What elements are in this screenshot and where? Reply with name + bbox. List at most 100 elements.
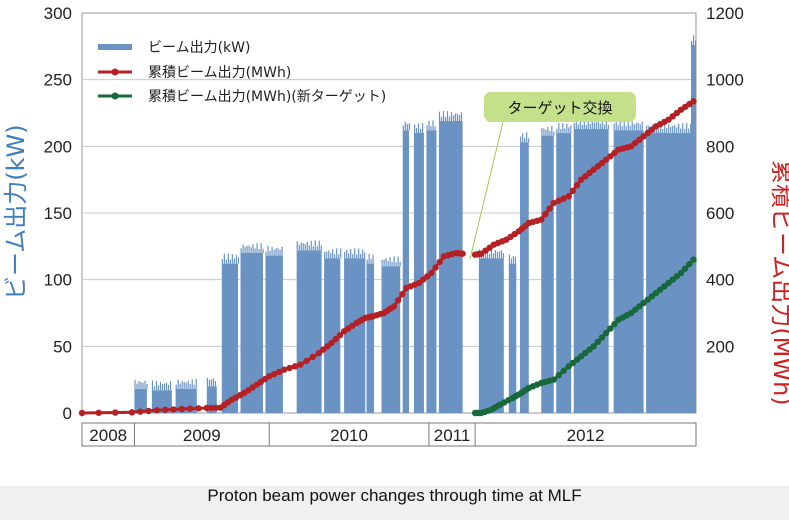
beam-power-spike xyxy=(682,123,684,133)
beam-power-spike xyxy=(568,127,570,133)
beam-power-spike xyxy=(350,248,352,259)
beam-power-spike xyxy=(269,250,271,256)
beam-power-spike xyxy=(633,124,635,131)
beam-power-spike xyxy=(520,136,522,143)
data-point xyxy=(428,269,435,277)
beam-power-spike xyxy=(450,112,453,121)
beam-power-spike xyxy=(498,251,501,259)
beam-power-spike xyxy=(155,380,158,391)
beam-power-spike xyxy=(165,382,168,391)
beam-power-spike xyxy=(336,248,338,259)
target-change-callout xyxy=(484,92,636,122)
beam-power-spike xyxy=(275,248,277,256)
beam-power-spike xyxy=(625,126,627,131)
beam-power-spike xyxy=(326,251,328,259)
right-axis-ticks: 200 400 600 800 1000 1200 xyxy=(706,4,744,356)
beam-power-spike xyxy=(368,253,370,264)
beam-power-spike xyxy=(545,129,547,136)
beam-power-spike xyxy=(621,126,623,131)
beam-power-spike xyxy=(566,123,568,133)
legend-label-new-target: 累積ビーム出力(MWh)(新ターゲット) xyxy=(148,89,386,105)
beam-power-spike xyxy=(658,128,660,133)
beam-power-spike xyxy=(298,244,300,251)
beam-power-spike xyxy=(460,112,463,121)
beam-power-spike xyxy=(397,256,399,267)
data-point xyxy=(280,366,288,373)
beam-power-spike xyxy=(314,240,316,251)
beam-power-spike xyxy=(169,381,172,391)
beam-power-spike xyxy=(492,253,495,259)
data-point xyxy=(594,338,602,346)
beam-power-spike xyxy=(189,384,191,389)
beam-power-spike xyxy=(585,124,587,129)
right-tick-label: 400 xyxy=(706,271,734,290)
beam-power-spike xyxy=(136,383,138,389)
beam-power-spike xyxy=(248,245,250,253)
beam-power-spike xyxy=(225,259,227,264)
beam-power-spike xyxy=(551,126,553,136)
beam-power-spike xyxy=(334,253,336,259)
beam-power-bar xyxy=(520,142,529,414)
beam-power-spike xyxy=(277,248,279,256)
data-point xyxy=(336,332,344,339)
data-point xyxy=(598,334,606,341)
beam-power-spike xyxy=(589,123,591,129)
beam-power-spike xyxy=(140,382,142,389)
data-point xyxy=(436,258,443,266)
data-point xyxy=(309,353,317,361)
beam-power-spike xyxy=(522,133,524,143)
year-label: 2009 xyxy=(183,426,221,445)
legend-label-beam: ビーム出力(kW) xyxy=(148,40,250,56)
data-point xyxy=(565,193,572,200)
beam-power-spike xyxy=(419,128,422,133)
year-label: 2008 xyxy=(89,426,127,445)
data-point xyxy=(161,406,169,414)
data-point xyxy=(590,343,597,350)
beam-power-spike xyxy=(446,111,449,121)
beam-power-spike xyxy=(440,116,443,121)
beam-power-spike xyxy=(206,378,208,387)
data-point xyxy=(265,373,273,380)
beam-power-spike xyxy=(570,125,572,133)
beam-power-spike xyxy=(391,262,393,267)
data-point xyxy=(681,265,689,272)
beam-power-spike xyxy=(547,127,549,136)
beam-power-spike xyxy=(387,261,389,267)
beam-power-spike xyxy=(389,257,391,267)
beam-power-spike xyxy=(415,127,418,133)
beam-power-bar xyxy=(324,258,341,413)
beam-power-spike xyxy=(372,254,374,264)
data-point xyxy=(170,406,177,413)
beam-power-spike xyxy=(187,380,189,389)
beam-power-spike xyxy=(623,120,625,131)
beam-power-spike xyxy=(256,243,258,253)
beam-power-spike xyxy=(690,123,692,133)
beam-power-spike xyxy=(159,381,162,391)
beam-power-spike xyxy=(161,384,164,391)
beam-power-spike xyxy=(360,253,362,259)
beam-power-spike xyxy=(526,132,528,143)
left-tick-label: 100 xyxy=(44,271,72,290)
data-point xyxy=(602,329,610,337)
beam-power-spike xyxy=(214,380,216,387)
beam-power-spike xyxy=(348,253,350,259)
beam-power-spike xyxy=(639,124,641,131)
beam-power-spike xyxy=(434,126,436,131)
left-tick-label: 50 xyxy=(53,337,72,356)
data-point xyxy=(286,364,293,372)
beam-power-spike xyxy=(352,254,354,259)
beam-power-spike xyxy=(595,122,597,129)
data-point xyxy=(560,367,567,374)
beam-power-spike xyxy=(581,124,583,129)
beam-power-spike xyxy=(583,119,585,129)
beam-power-spike xyxy=(438,111,441,121)
beam-power-spike xyxy=(231,254,233,264)
beam-power-spike xyxy=(300,242,302,251)
beam-power-spike xyxy=(296,241,298,251)
beam-power-bar xyxy=(438,121,463,413)
beam-power-bar xyxy=(366,263,375,413)
beam-power-spike xyxy=(370,259,372,264)
data-point xyxy=(555,197,562,204)
beam-power-spike xyxy=(406,124,408,131)
beam-power-spike xyxy=(543,128,545,136)
